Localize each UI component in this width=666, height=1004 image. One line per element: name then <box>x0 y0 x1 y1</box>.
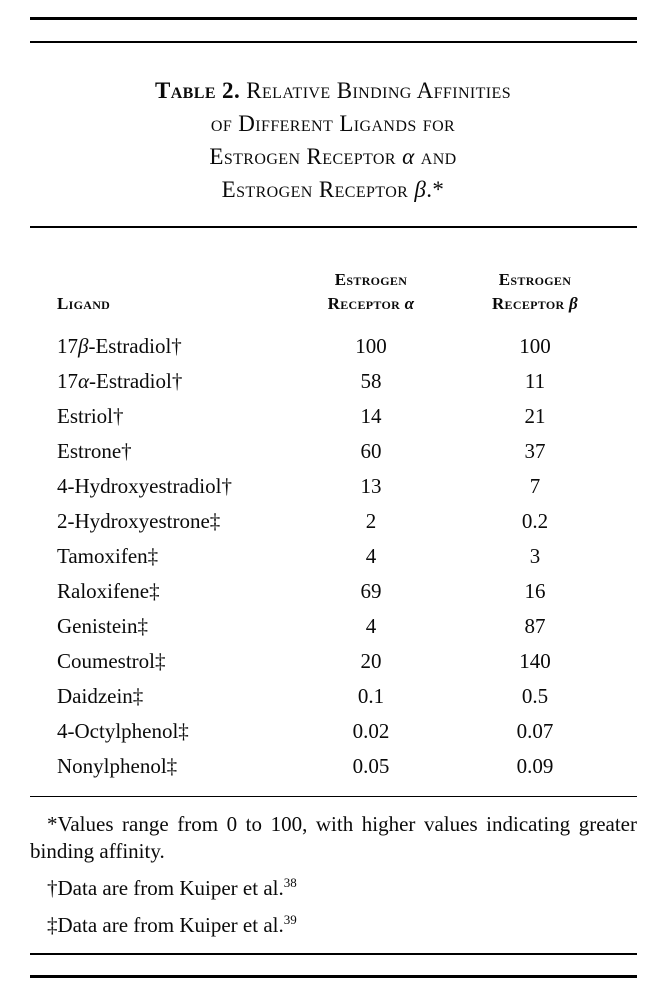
er-alpha-value: 60 <box>360 438 382 463</box>
ligand-cell: 4-Hydroxyestradiol† <box>57 473 232 498</box>
er-beta-value: 16 <box>524 578 546 603</box>
bottom-rule-thin <box>30 953 637 955</box>
table-row: Estrone† 60 37 <box>30 434 610 469</box>
ligand-cell: Coumestrol‡ <box>57 648 166 673</box>
ligand-cell: Estrone† <box>57 438 132 463</box>
table-number-label: Table 2. <box>154 78 241 103</box>
ligand-cell: 2-Hydroxyestrone‡ <box>57 508 221 533</box>
table-row: 4-Octylphenol‡ 0.02 0.07 <box>30 714 610 749</box>
reference-39: 39 <box>283 912 297 927</box>
table-row: Coumestrol‡ 20 140 <box>30 644 610 679</box>
table-body: 17β-Estradiol† 100 100 17α-Estradiol† 58 11 Es… <box>30 329 610 784</box>
er-alpha-value: 14 <box>360 403 382 428</box>
table-row: Daidzein‡ 0.1 0.5 <box>30 679 610 714</box>
table-row: 17α-Estradiol† 58 11 <box>30 364 610 399</box>
footnotes-section: *Values range from 0 to 100, with higher… <box>30 811 637 939</box>
column-header-er-alpha: Estrogen Receptor α <box>327 269 415 313</box>
alpha-symbol: α <box>404 293 415 313</box>
er-beta-value: 37 <box>524 438 546 463</box>
er-alpha-value: 0.1 <box>357 683 385 708</box>
column-header-ligand: Ligand <box>57 293 111 313</box>
ligand-cell: Nonylphenol‡ <box>57 753 178 778</box>
er-beta-value: 21 <box>524 403 546 428</box>
er-beta-value: 100 <box>519 333 551 358</box>
title-text: Relative Binding Affinities <box>246 78 512 103</box>
er-beta-value: 7 <box>529 473 541 498</box>
title-line-2: of Different Ligands for <box>210 111 456 136</box>
title-line-4: Estrogen Receptor β.* <box>221 177 445 202</box>
ligand-cell: Raloxifene‡ <box>57 578 160 603</box>
ligand-cell: Genistein‡ <box>57 613 148 638</box>
er-beta-value: 0.5 <box>521 683 549 708</box>
reference-38: 38 <box>283 875 297 890</box>
er-alpha-value: 20 <box>360 648 382 673</box>
ligand-cell: Estriol† <box>57 403 124 428</box>
table-row: Nonylphenol‡ 0.05 0.09 <box>30 749 610 784</box>
er-alpha-value: 4 <box>365 543 377 568</box>
er-beta-value: 11 <box>524 368 546 393</box>
er-beta-value: 140 <box>519 648 551 673</box>
er-alpha-value: 13 <box>360 473 382 498</box>
er-beta-value: 0.2 <box>521 508 549 533</box>
table-row: Raloxifene‡ 69 16 <box>30 574 610 609</box>
header-row: Ligand Estrogen Receptor α Estrogen Rece… <box>30 228 610 329</box>
column-header-er-beta: Estrogen Receptor β <box>491 269 579 313</box>
alpha-symbol: α <box>402 144 415 169</box>
er-beta-value: 0.09 <box>516 753 554 778</box>
table-row: Genistein‡ 4 87 <box>30 609 610 644</box>
ligand-cell: Tamoxifen‡ <box>57 543 159 568</box>
beta-symbol: β <box>569 293 579 313</box>
ligand-cell: 4-Octylphenol‡ <box>57 718 189 743</box>
ligand-cell: 17α-Estradiol† <box>57 368 183 393</box>
er-beta-value: 87 <box>524 613 546 638</box>
beta-symbol: β <box>414 177 427 202</box>
table-row: 2-Hydroxyestrone‡ 2 0.2 <box>30 504 610 539</box>
er-beta-value: 0.07 <box>516 718 554 743</box>
footnote-double-dagger: ‡Data are from Kuiper et al.39 <box>47 912 297 937</box>
ligand-cell: 17β-Estradiol† <box>57 333 182 358</box>
table-row: Tamoxifen‡ 4 3 <box>30 539 610 574</box>
table-row: 4-Hydroxyestradiol† 13 7 <box>30 469 610 504</box>
er-alpha-value: 2 <box>365 508 377 533</box>
title-rule <box>30 226 637 228</box>
table-row: 17β-Estradiol† 100 100 <box>30 329 610 364</box>
table-title: Table 2. Relative Binding Affinities of … <box>0 74 666 206</box>
title-line-3: Estrogen Receptor α and <box>209 144 457 169</box>
top-rule-thick <box>30 17 637 20</box>
er-alpha-value: 69 <box>360 578 382 603</box>
er-alpha-value: 0.02 <box>352 718 390 743</box>
top-rule-thin <box>30 41 637 43</box>
er-alpha-value: 58 <box>360 368 382 393</box>
er-alpha-value: 4 <box>365 613 377 638</box>
footnote-dagger: †Data are from Kuiper et al.38 <box>47 875 297 900</box>
bottom-rule-thick <box>30 975 637 978</box>
binding-affinity-table: Ligand Estrogen Receptor α Estrogen Rece… <box>30 228 610 784</box>
er-alpha-value: 100 <box>355 333 387 358</box>
er-beta-value: 3 <box>529 543 541 568</box>
ligand-cell: Daidzein‡ <box>57 683 144 708</box>
footnote-star: *Values range from 0 to 100, with higher… <box>30 812 637 863</box>
er-alpha-value: 0.05 <box>352 753 390 778</box>
table-row: Estriol† 14 21 <box>30 399 610 434</box>
title-line-1: Table 2. Relative Binding Affinities <box>0 74 666 107</box>
body-rule <box>30 795 637 797</box>
